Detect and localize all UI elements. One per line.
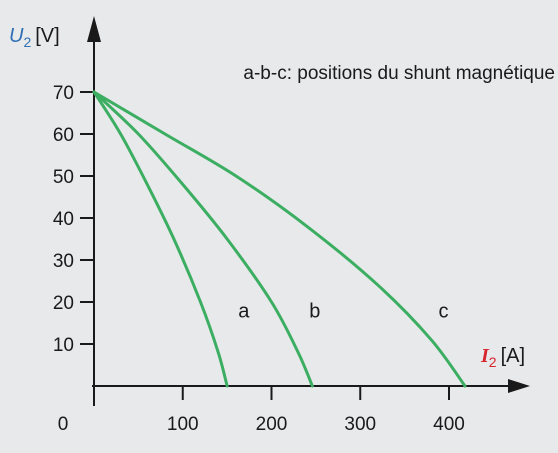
- x-axis-arrowhead: [508, 379, 530, 393]
- y-tick-label: 60: [53, 125, 74, 146]
- y-tick-label: 10: [53, 335, 74, 356]
- y-axis-arrowhead: [87, 16, 101, 42]
- series-line-c: [92, 90, 467, 388]
- chart-annotation: a-b-c: positions du shunt magnétique: [243, 63, 555, 84]
- origin-label: 0: [58, 414, 69, 435]
- y-axis-subscript: 2: [23, 34, 31, 50]
- y-axis-symbol: U: [9, 25, 24, 47]
- y-axis-unit: [V]: [35, 25, 59, 47]
- x-tick-label: 300: [344, 414, 376, 435]
- y-tick-label: 30: [53, 251, 74, 272]
- x-axis-symbol: I: [480, 345, 490, 367]
- curves-group: a b c: [92, 90, 467, 388]
- y-tick-label: 70: [53, 83, 74, 104]
- x-tick-label: 100: [167, 414, 199, 435]
- series-label-c: c: [439, 300, 449, 322]
- x-axis-unit: [A]: [501, 345, 525, 367]
- series-line-a: [92, 90, 229, 388]
- x-tick-label: 400: [433, 414, 465, 435]
- series-label-b: b: [309, 300, 320, 322]
- series-line-b: [92, 90, 314, 388]
- y-tick-label: 40: [53, 209, 74, 230]
- ticks-group: 10 20 30 40 50 60 70 100 200 300 400: [53, 83, 465, 435]
- y-tick-label: 50: [53, 167, 74, 188]
- y-tick-label: 20: [53, 293, 74, 314]
- x-tick-label: 200: [256, 414, 288, 435]
- x-axis-label: I2 [A]: [480, 345, 525, 370]
- y-axis-label: U2 [V]: [9, 25, 60, 50]
- x-axis-subscript: 2: [489, 354, 497, 370]
- series-label-a: a: [238, 300, 250, 322]
